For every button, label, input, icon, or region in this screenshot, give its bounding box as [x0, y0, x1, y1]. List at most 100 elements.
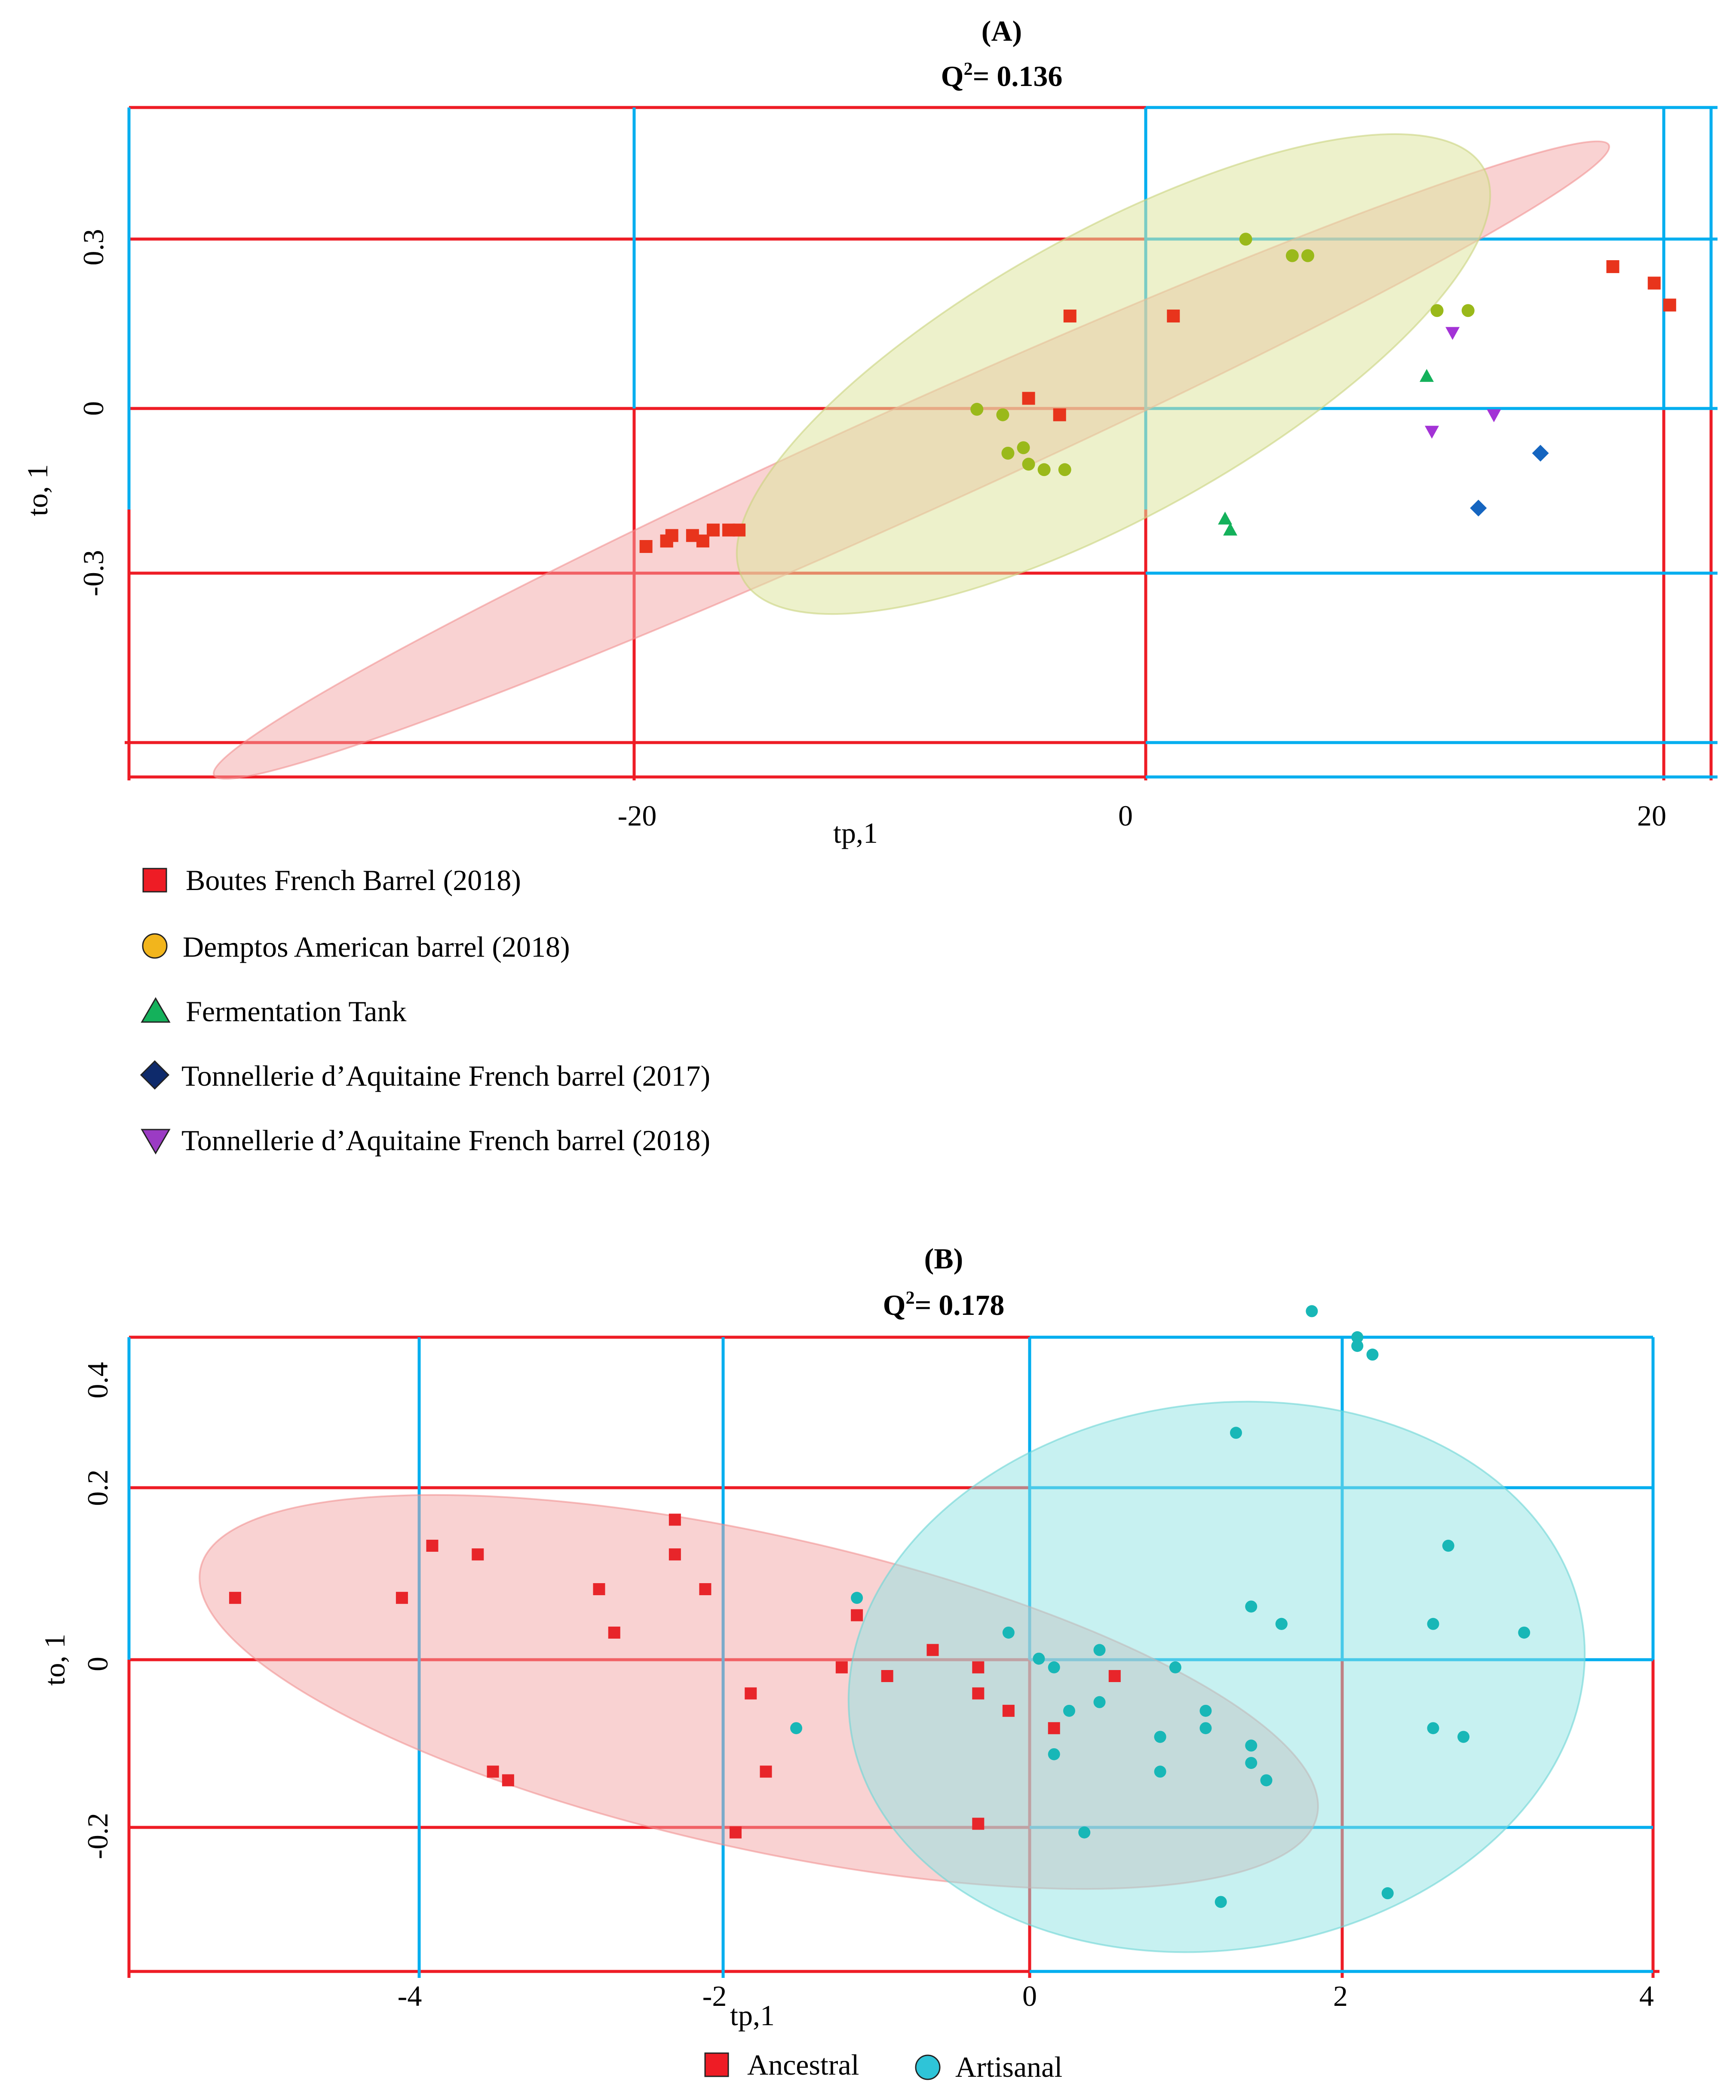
panel-b-point-circle — [1366, 1348, 1379, 1361]
panel-b-point-circle — [1245, 1739, 1258, 1752]
legend-item-ancestral: Ancestral — [704, 2048, 859, 2081]
legend-square-icon — [704, 2052, 729, 2077]
legend-item-demptos: Demptos American barrel (2018) — [142, 930, 570, 963]
panel-b-point-square — [972, 1661, 985, 1673]
panel-b-y-axis-label: to, 1 — [38, 1634, 71, 1686]
panel-a-point-square — [1647, 276, 1661, 290]
panel-a-point-square — [1063, 309, 1077, 322]
panel-a-point-circle — [996, 408, 1009, 421]
panel-b-xtick-label: 2 — [1333, 1980, 1348, 2012]
legend-label: Demptos American barrel (2018) — [183, 930, 570, 963]
panel-a-point-triangle-down — [1487, 409, 1501, 422]
panel-b-xaxis: -4 -2 0 2 4 tp,1 — [398, 1980, 1654, 2032]
panel-a-point-circle — [1430, 304, 1444, 317]
panel-a-point-circle — [1058, 463, 1071, 476]
panel-a-point-diamond — [1532, 445, 1549, 462]
panel-a-point-square — [696, 534, 709, 548]
panel-b-point-square — [502, 1774, 514, 1787]
panel-a-ellipse-demptos — [736, 133, 1491, 615]
panel-a-point-square — [665, 529, 678, 542]
panel-a-q2-label: Q2= 0.136 — [941, 59, 1063, 92]
panel-a-point-square — [1167, 309, 1180, 322]
panel-a: (A) Q2= 0.136 — [21, 15, 1718, 1157]
panel-b-point-circle — [1442, 1539, 1454, 1552]
panel-b-point-circle — [1275, 1618, 1288, 1630]
panel-a-point-circle — [1001, 447, 1015, 460]
legend-diamond-icon — [140, 1060, 170, 1090]
panel-b-yaxis: 0.4 0.2 0 -0.2 to, 1 — [38, 1362, 114, 1859]
panel-b-title: (B) — [924, 1242, 963, 1275]
legend-circle-icon — [915, 2054, 941, 2080]
panel-b-point-circle — [1002, 1626, 1015, 1639]
panel-b-point-circle — [1245, 1757, 1258, 1769]
panel-b-markers — [229, 1305, 1531, 1908]
panel-b-point-circle — [1048, 1661, 1060, 1673]
legend-label: Fermentation Tank — [186, 995, 406, 1028]
panel-b-point-square — [851, 1609, 863, 1621]
legend-label: Tonnellerie d’Aquitaine French barrel (2… — [181, 1124, 710, 1157]
panel-b-q2-label: Q2= 0.178 — [883, 1288, 1005, 1321]
panel-b-point-circle — [1093, 1696, 1106, 1708]
panel-b-point-square — [593, 1583, 605, 1595]
legend-label: Ancestral — [747, 2048, 859, 2081]
panel-b-point-circle — [1245, 1600, 1258, 1613]
panel-b-point-square — [396, 1592, 408, 1604]
panel-a-point-triangle-up — [1420, 369, 1434, 382]
legend-label: Boutes French Barrel (2018) — [186, 864, 521, 896]
panel-b-point-square — [926, 1644, 939, 1656]
panel-b-point-circle — [1154, 1765, 1166, 1778]
legend-item-artisanal: Artisanal — [915, 2051, 1062, 2083]
panel-b-point-square — [426, 1539, 439, 1552]
panel-a-point-circle — [1461, 304, 1475, 317]
legend-square-icon — [142, 868, 167, 893]
panel-a-point-circle — [1022, 457, 1035, 471]
panel-b-point-square — [972, 1687, 985, 1700]
panel-b-point-square — [745, 1687, 757, 1700]
panel-b-point-square — [972, 1818, 985, 1830]
panel-a-point-triangle-up — [1223, 522, 1238, 536]
panel-b-xtick-label: 0 — [1022, 1980, 1037, 2012]
panel-a-point-square — [1053, 408, 1066, 421]
panel-a-point-square — [1663, 298, 1676, 312]
panel-b-point-circle — [1169, 1661, 1181, 1673]
panel-b-point-circle — [1078, 1826, 1091, 1839]
panel-b-point-square — [835, 1661, 848, 1673]
panel-b-ytick-label: -0.2 — [81, 1813, 114, 1859]
legend-circle-icon — [142, 933, 168, 959]
panel-b-point-circle — [1351, 1340, 1364, 1352]
panel-b-ytick-label: 0.4 — [81, 1362, 114, 1399]
panel-a-title: (A) — [981, 15, 1022, 47]
panel-b-point-square — [229, 1592, 241, 1604]
panel-a-point-square — [733, 523, 746, 537]
legend-item-boutes: Boutes French Barrel (2018) — [142, 864, 521, 896]
panel-b-point-circle — [1351, 1331, 1364, 1343]
panel-b-point-square — [1048, 1722, 1060, 1735]
panel-a-ytick-label: 0.3 — [77, 229, 110, 266]
legend-triangle-up-icon — [141, 997, 171, 1023]
panel-b-point-circle — [1260, 1774, 1273, 1787]
legend-label: Artisanal — [955, 2051, 1062, 2083]
panel-b-xtick-label: -2 — [702, 1980, 727, 2012]
legend-item-aquitaine-2017: Tonnellerie d’Aquitaine French barrel (2… — [140, 1059, 710, 1092]
panel-a-yaxis: 0.3 0 -0.3 to, 1 — [21, 229, 110, 596]
panel-b-point-circle — [1154, 1731, 1166, 1743]
panel-b-point-square — [669, 1548, 681, 1561]
panel-b-point-circle — [1033, 1652, 1045, 1665]
panel-b-legend: Ancestral Artisanal — [704, 2048, 1062, 2083]
panel-a-point-circle — [1017, 441, 1030, 454]
panel-a-x-axis-label: tp,1 — [833, 817, 878, 849]
panel-b-point-square — [608, 1626, 620, 1639]
panel-b-point-circle — [1093, 1644, 1106, 1656]
panel-a-ytick-label: -0.3 — [77, 550, 110, 596]
panel-a-point-circle — [1239, 233, 1252, 246]
panel-b-xtick-label: -4 — [398, 1980, 422, 2012]
panel-a-xtick-label: 20 — [1637, 799, 1666, 832]
panel-b-point-circle — [1199, 1704, 1212, 1717]
legend-triangle-down-icon — [141, 1129, 171, 1154]
panel-b-point-circle — [1199, 1722, 1212, 1735]
panel-b-point-square — [1002, 1704, 1015, 1717]
panel-a-point-triangle-up — [1218, 511, 1233, 525]
panel-b-point-square — [729, 1826, 742, 1839]
panel-b: (B) Q2= 0.178 — [38, 1242, 1659, 2083]
